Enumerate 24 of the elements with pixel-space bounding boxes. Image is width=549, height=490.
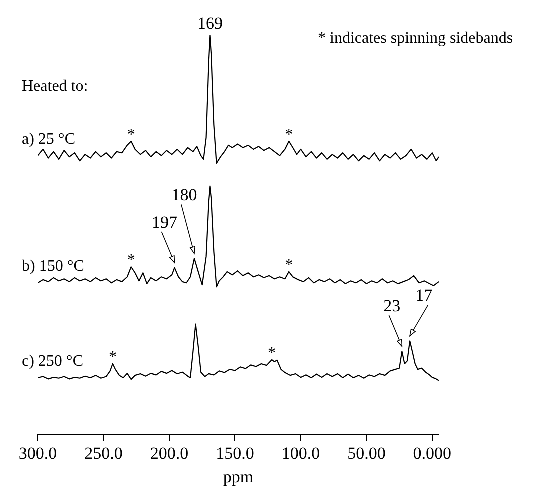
annotation: 169 <box>197 14 223 33</box>
annotation: * <box>127 252 136 270</box>
annotation: * <box>268 344 276 362</box>
annotation: * <box>285 256 294 274</box>
annotation: 180 <box>172 186 198 205</box>
annotation: * <box>127 126 136 144</box>
annotation: 17 <box>416 286 434 306</box>
annotation: * <box>108 348 117 366</box>
annotation: 23 <box>384 296 401 316</box>
x-axis-title: ppm <box>223 467 254 486</box>
x-tick-label: 150.0 <box>216 444 254 463</box>
series-label: c) 250 °C <box>22 352 84 370</box>
series-label: a) 25 °C <box>22 130 76 148</box>
series-label: b) 150 °C <box>22 258 84 276</box>
annotation: * indicates spinning sidebands <box>318 30 514 48</box>
annotation: Heated to: <box>22 78 88 96</box>
x-tick-label: 200.0 <box>150 444 189 463</box>
x-tick-label: 300.0 <box>18 444 58 463</box>
x-tick-label: 250.0 <box>84 444 123 463</box>
annotation: * <box>285 126 294 144</box>
x-tick-label: 0.000 <box>413 444 452 463</box>
annotation: 197 <box>152 212 178 232</box>
x-tick-label: 50.00 <box>348 444 386 463</box>
x-tick-label: 100.0 <box>282 444 320 463</box>
